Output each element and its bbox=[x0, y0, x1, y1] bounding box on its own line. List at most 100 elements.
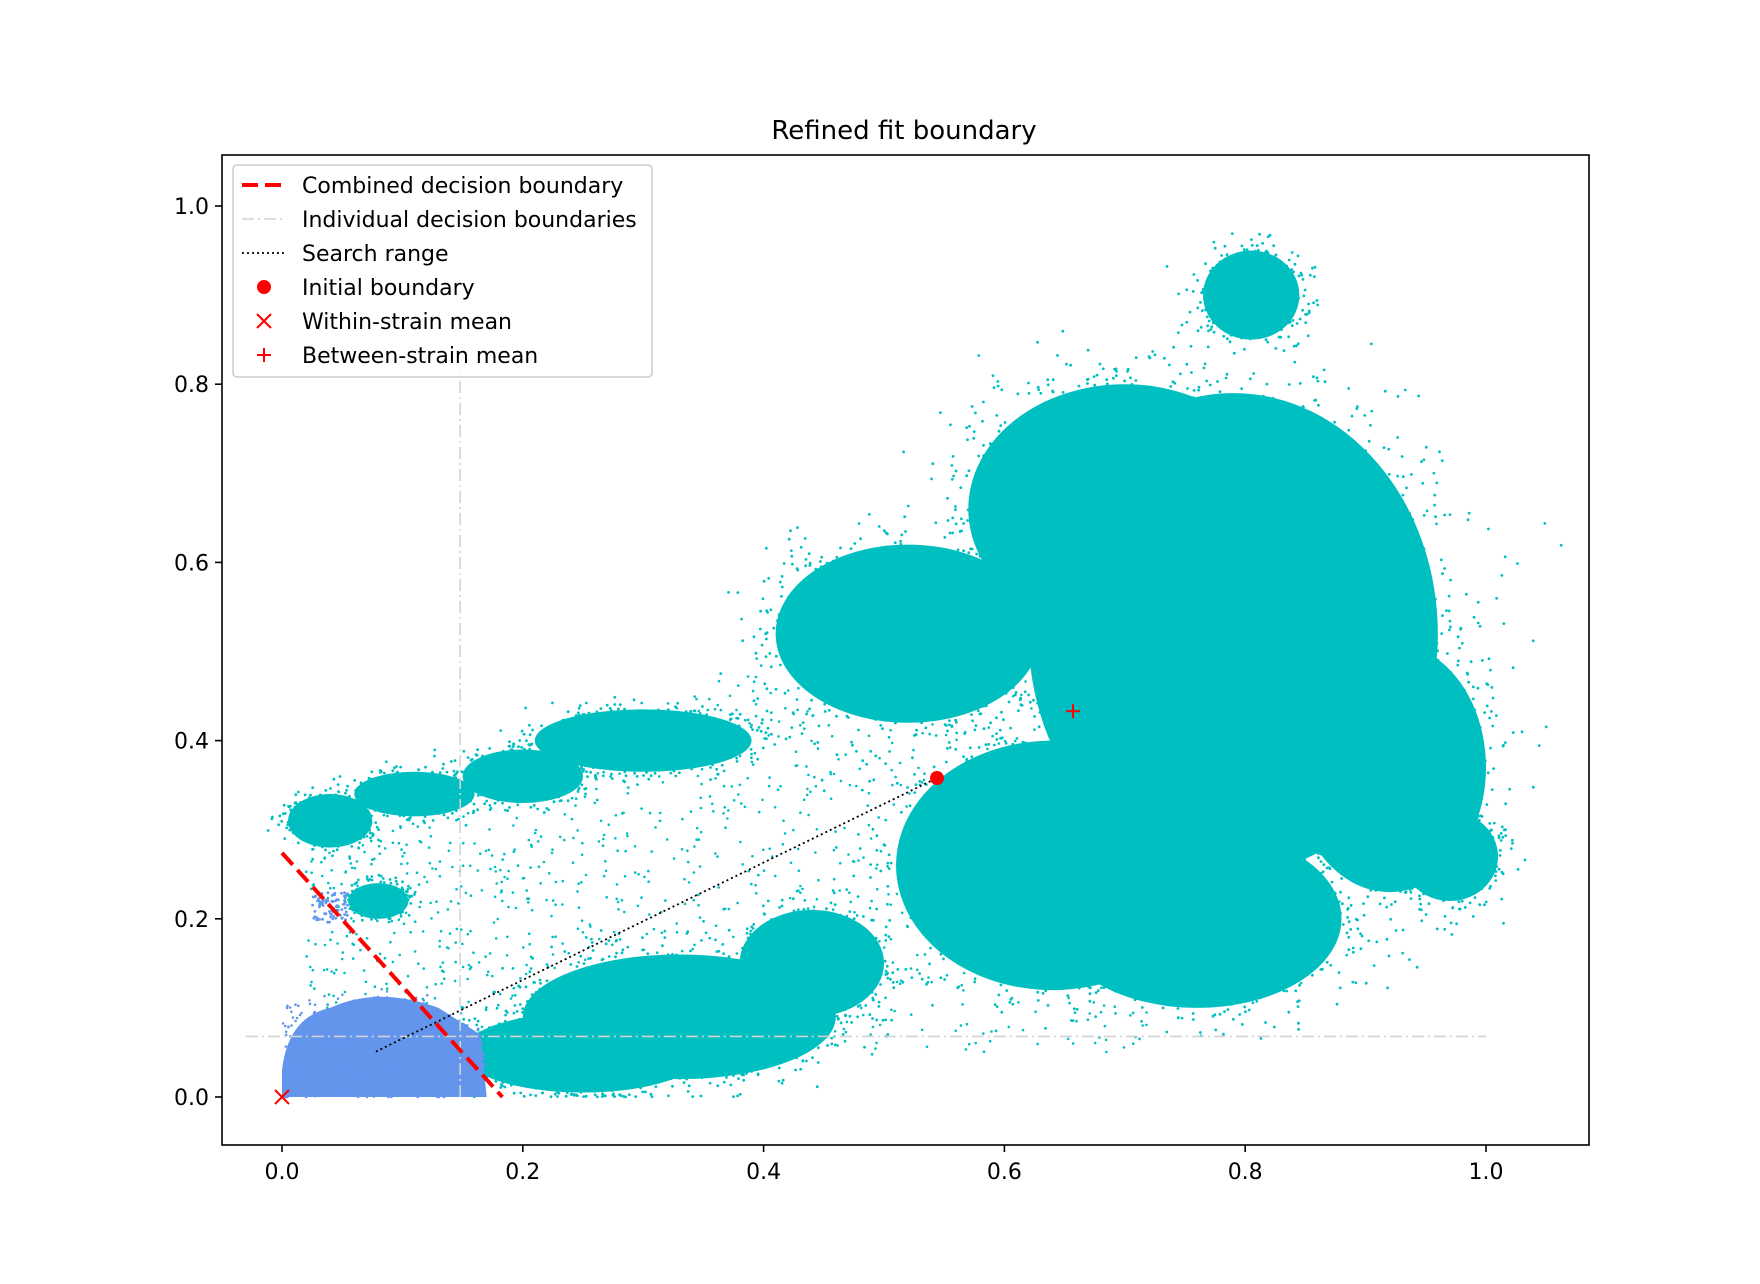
scatter-point bbox=[887, 867, 891, 870]
scatter-point bbox=[886, 884, 890, 888]
scatter-point bbox=[1370, 604, 1374, 608]
scatter-point bbox=[1420, 919, 1424, 923]
scatter-point bbox=[567, 759, 571, 763]
scatter-point bbox=[1011, 755, 1015, 759]
scatter-point bbox=[1177, 292, 1180, 296]
scatter-point bbox=[698, 1073, 702, 1077]
scatter-point bbox=[855, 923, 858, 926]
scatter-point bbox=[1375, 940, 1379, 944]
scatter-point bbox=[911, 840, 915, 844]
scatter-point bbox=[345, 934, 349, 938]
scatter-point bbox=[1500, 897, 1504, 901]
scatter-point bbox=[801, 1059, 805, 1063]
scatter-point bbox=[380, 777, 384, 781]
scatter-point bbox=[502, 1025, 506, 1029]
scatter-point bbox=[1048, 557, 1052, 561]
scatter-point bbox=[1298, 984, 1301, 987]
scatter-point bbox=[1115, 758, 1118, 762]
scatter-point bbox=[695, 988, 699, 991]
scatter-point bbox=[529, 866, 532, 869]
scatter-point bbox=[363, 833, 366, 836]
scatter-point bbox=[1212, 330, 1216, 334]
scatter-point bbox=[1194, 835, 1198, 838]
scatter-point bbox=[954, 505, 957, 508]
scatter-point bbox=[1163, 395, 1166, 399]
scatter-point bbox=[666, 1029, 670, 1032]
scatter-point bbox=[1487, 657, 1491, 661]
scatter-point bbox=[989, 721, 992, 725]
scatter-point bbox=[1210, 628, 1214, 631]
scatter-point bbox=[394, 876, 398, 880]
scatter-point bbox=[755, 728, 759, 732]
scatter-point bbox=[1323, 881, 1327, 884]
scatter-point bbox=[1166, 832, 1170, 836]
scatter-point bbox=[384, 760, 388, 764]
scatter-point bbox=[1405, 537, 1408, 540]
scatter-point bbox=[286, 823, 290, 827]
scatter-point bbox=[747, 869, 751, 873]
scatter-point bbox=[1101, 628, 1105, 631]
scatter-point bbox=[1218, 1012, 1222, 1016]
scatter-point bbox=[1082, 401, 1086, 405]
scatter-point bbox=[511, 1023, 515, 1027]
scatter-point bbox=[1255, 244, 1259, 248]
scatter-point bbox=[572, 1094, 576, 1097]
scatter-point bbox=[674, 713, 677, 716]
scatter-point bbox=[972, 696, 976, 700]
scatter-point bbox=[1055, 727, 1059, 731]
scatter-point bbox=[461, 770, 465, 774]
scatter-point bbox=[438, 875, 442, 878]
scatter-point bbox=[493, 801, 497, 805]
scatter-point bbox=[1094, 1015, 1098, 1019]
scatter-point bbox=[799, 676, 803, 680]
scatter-point bbox=[1254, 542, 1257, 545]
scatter-point bbox=[1280, 836, 1284, 839]
scatter-point bbox=[1304, 321, 1308, 324]
scatter-point bbox=[1008, 980, 1011, 984]
scatter-point bbox=[978, 553, 982, 557]
scatter-point bbox=[1191, 1012, 1195, 1015]
scatter-point bbox=[1277, 260, 1281, 263]
scatter-point bbox=[1112, 841, 1116, 844]
scatter-point bbox=[767, 784, 771, 788]
scatter-point bbox=[1438, 892, 1441, 895]
scatter-point bbox=[965, 759, 969, 763]
scatter-point bbox=[1025, 650, 1029, 653]
scatter-point bbox=[484, 787, 488, 791]
scatter-point bbox=[1511, 838, 1514, 842]
scatter-point bbox=[484, 1008, 488, 1012]
scatter-point bbox=[926, 707, 930, 711]
scatter-point bbox=[946, 496, 949, 500]
scatter-point bbox=[1282, 989, 1286, 993]
scatter-point bbox=[1192, 397, 1196, 401]
scatter-point bbox=[992, 386, 996, 389]
scatter-point bbox=[917, 766, 920, 770]
scatter-point bbox=[755, 1008, 758, 1011]
scatter-point bbox=[796, 526, 799, 529]
scatter-point bbox=[1046, 378, 1050, 382]
scatter-point bbox=[704, 1051, 707, 1054]
scatter-point bbox=[484, 955, 488, 958]
scatter-point bbox=[366, 877, 369, 881]
scatter-point bbox=[468, 967, 472, 971]
scatter-point bbox=[920, 721, 924, 725]
scatter-point bbox=[877, 1005, 881, 1008]
scatter-point bbox=[683, 1063, 687, 1067]
scatter-point bbox=[554, 903, 557, 906]
scatter-point bbox=[474, 787, 477, 791]
scatter-point bbox=[1136, 880, 1140, 884]
scatter-point bbox=[818, 996, 822, 999]
scatter-point bbox=[818, 568, 821, 572]
scatter-point bbox=[1317, 403, 1320, 407]
scatter-point bbox=[946, 519, 950, 522]
scatter-point bbox=[612, 1092, 615, 1096]
scatter-point bbox=[1471, 685, 1475, 689]
scatter-point bbox=[617, 707, 620, 711]
scatter-point bbox=[1400, 861, 1404, 864]
scatter-point bbox=[1276, 760, 1280, 764]
scatter-point bbox=[1231, 578, 1235, 581]
scatter-point bbox=[1272, 553, 1276, 556]
scatter-point bbox=[1358, 875, 1362, 879]
scatter-point bbox=[999, 736, 1002, 740]
scatter-point bbox=[865, 762, 869, 766]
